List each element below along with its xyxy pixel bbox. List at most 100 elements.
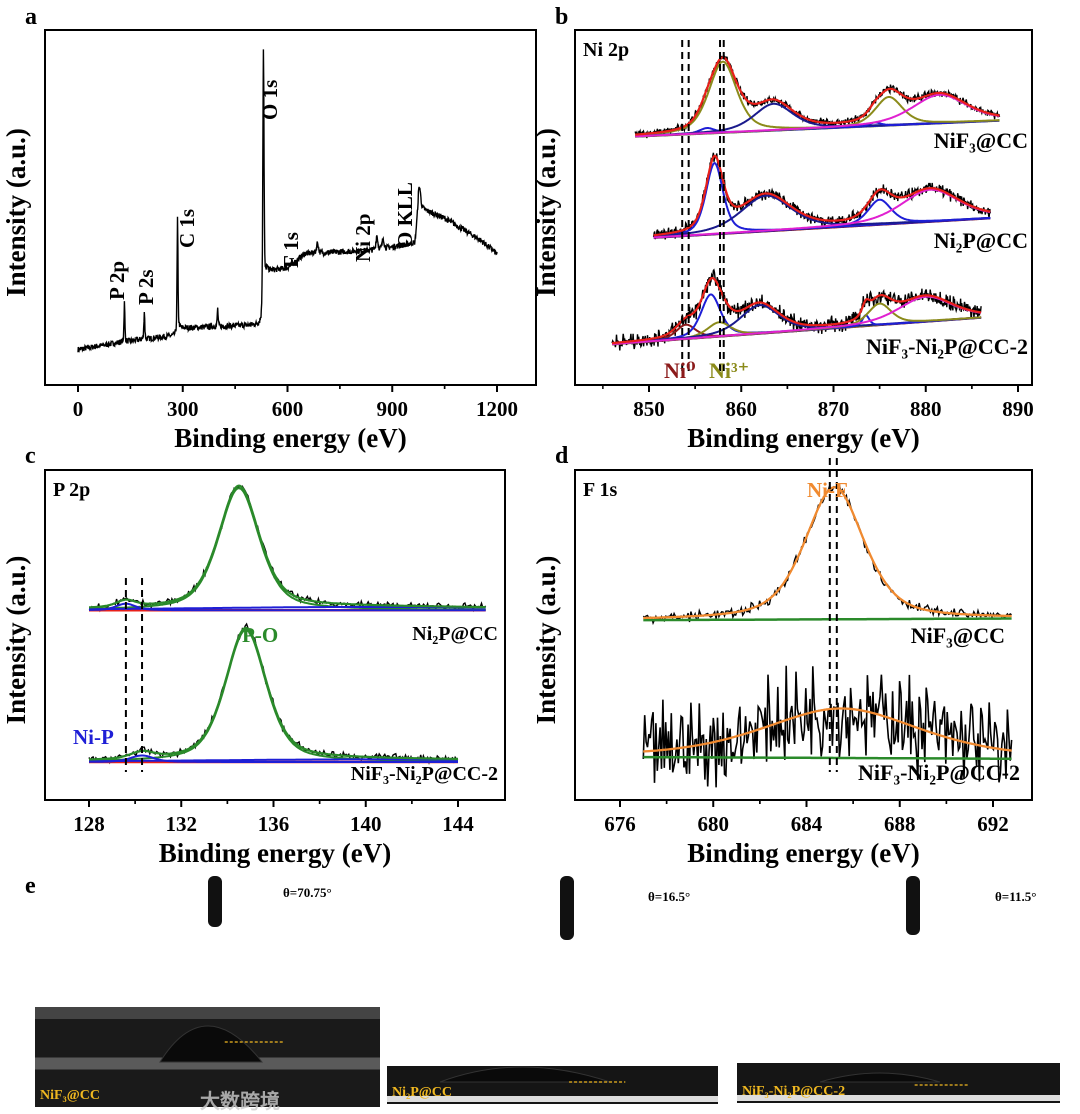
series-label: NiF₃@CC [934,128,1028,153]
ni-p-label: Ni-P [73,725,114,749]
needle-icon [906,876,920,935]
sample-label: Ni₂P@CC [392,1085,452,1100]
x-tick-label: 688 [884,812,916,836]
panel-letter: a [25,4,37,30]
x-tick-label: 600 [272,397,304,421]
series-label: NiF₃@CC [911,623,1005,648]
x-axis-label: Binding energy (eV) [687,423,920,453]
x-tick-label: 136 [258,812,290,836]
plot-area [642,483,1013,788]
ni3-label: Ni³⁺ [709,358,749,383]
y-axis-label: Intensity (a.u.) [1,556,31,725]
plot-frame [574,469,1033,801]
x-tick-label: 140 [350,812,382,836]
plot-area [88,484,487,765]
raw-spectrum [642,483,1012,626]
x-tick-label: 860 [726,397,758,421]
p-o-label: P-O [242,623,278,647]
panel-letter: b [555,4,568,30]
peak-label: F 1s [279,232,303,268]
panel-letter: d [555,443,569,469]
panel-e-contact-angle: e θ=70.75° NiF₃@CC θ=16.5° Ni₂P@CC θ=11.5° NiF… [25,873,1060,1113]
fit-envelope [612,277,982,345]
plot-area [77,49,498,353]
contact-angle-photo: θ=70.75° NiF₃@CC [35,876,380,1107]
peak-label: O KLL [393,182,417,248]
peak-label: P 2s [134,269,158,305]
contact-angle-value: θ=70.75° [283,885,332,900]
panel-title: P 2p [53,479,90,501]
contact-angle-photo: θ=16.5° Ni₂P@CC [387,876,718,1104]
peak-label: Ni 2p [351,214,375,262]
series-label: NiF₃-Ni₂P@CC-2 [858,760,1020,785]
series-label: NiF₃-Ni₂P@CC-2 [866,334,1028,359]
substrate-bottom [737,1095,1060,1101]
x-tick-label: 880 [910,397,942,421]
x-tick-label: 850 [633,397,665,421]
contact-angle-value: θ=16.5° [648,889,690,904]
x-tick-label: 692 [977,812,1009,836]
droplet [159,1025,264,1063]
sample-label: NiF₃@CC [40,1088,100,1103]
fit-component [89,758,458,763]
sample-label: NiF₃-Ni₂P@CC-2 [742,1084,845,1099]
substrate-highlight [35,1057,380,1070]
x-tick-label: 684 [791,812,823,836]
peak-label: P 2p [105,261,129,300]
panel-letter: e [25,873,36,899]
panel-a: a 0 300 600 900 1200 Binding energy (eV) Intens… [1,4,537,453]
y-axis-label: Intensity (a.u.) [531,556,561,725]
panel-d: d 676 680 684 688 692 Binding energy (eV) Inten… [531,443,1033,868]
needle-icon [560,876,574,940]
watermark: 大数跨境 [200,1089,280,1113]
fit-envelope [643,707,1012,753]
series-label: NiF₃-Ni₂P@CC-2 [351,763,498,785]
series-label: Ni₂P@CC [412,623,498,645]
x-axis-label: Binding energy (eV) [687,838,920,868]
background-line [643,617,1012,622]
panel-c: c 128 132 136 140 144 Binding energy (eV) Inten… [1,443,506,868]
substrate-top [35,1007,380,1019]
fit-component [89,754,458,763]
x-tick-label: 128 [73,812,105,836]
x-tick-label: 870 [818,397,850,421]
fit-component [89,629,458,763]
x-tick-label: 1200 [476,397,518,421]
substrate-bottom [387,1096,718,1102]
contact-angle-photo: θ=11.5° NiF₃-Ni₂P@CC-2 [737,876,1060,1103]
fit-component [88,602,486,612]
x-axis-label: Binding energy (eV) [159,838,392,868]
ni-f-label: Ni-F [807,478,848,502]
y-axis-label: Intensity (a.u.) [1,128,31,297]
x-tick-label: 900 [377,397,409,421]
raw-spectrum [77,49,498,353]
peak-label: C 1s [175,209,199,248]
raw-spectrum [642,665,1013,788]
plot-frame [44,29,537,386]
fit-envelope [89,626,458,761]
x-tick-label: 300 [167,397,199,421]
y-axis-label: Intensity (a.u.) [531,128,561,297]
x-tick-label: 0 [73,397,84,421]
panel-title: F 1s [583,479,617,501]
x-tick-label: 132 [166,812,198,836]
fit-component [653,188,991,239]
fit-envelope [89,484,486,609]
fit-envelope [653,154,991,237]
x-tick-label: 676 [604,812,636,836]
background-line [643,755,1012,761]
fit-envelope [643,486,1012,620]
needle-icon [208,876,222,927]
x-tick-label: 144 [442,812,474,836]
contact-angle-value: θ=11.5° [995,889,1036,904]
fit-component [612,295,982,345]
panel-b: b 850 860 870 880 890 Binding energy (eV) Inten… [531,4,1034,453]
fit-envelope [634,56,1000,136]
panel-letter: c [25,443,36,469]
x-tick-label: 680 [698,812,730,836]
peak-label: O 1s [258,80,282,120]
ni0-label: Ni⁰ [664,358,696,383]
series-label: Ni₂P@CC [934,228,1028,253]
x-tick-label: 890 [1002,397,1034,421]
